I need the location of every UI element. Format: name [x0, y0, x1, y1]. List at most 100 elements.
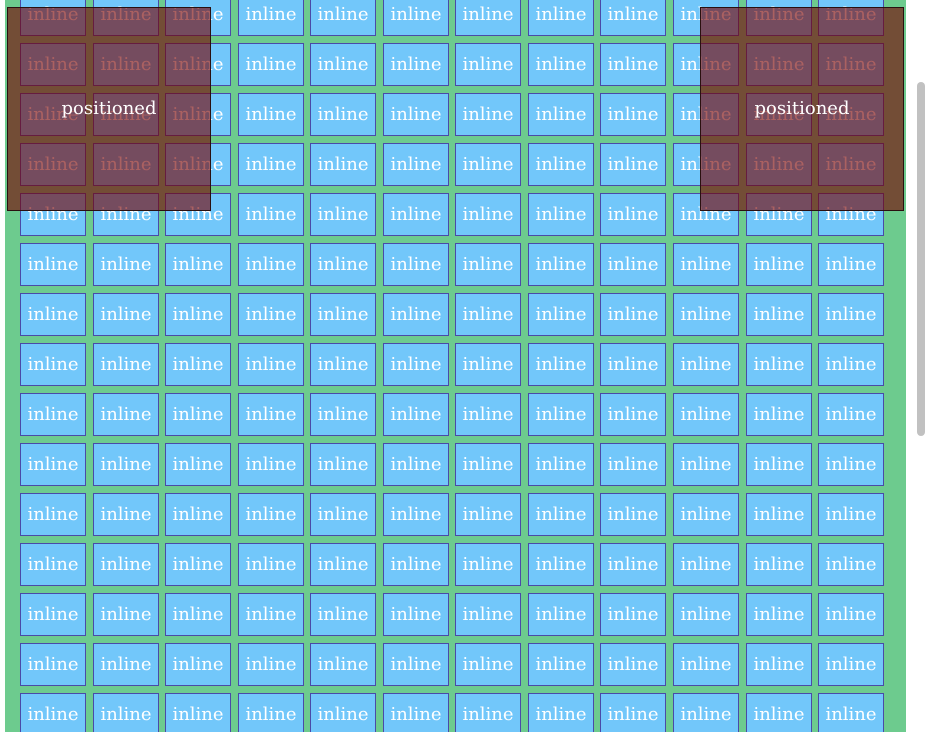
inline-box: inline — [383, 93, 449, 136]
inline-box: inline — [818, 593, 884, 636]
inline-box: inline — [165, 243, 231, 286]
inline-box: inline — [600, 143, 666, 186]
inline-box: inline — [238, 243, 304, 286]
inline-box: inline — [746, 343, 812, 386]
inline-box: inline — [600, 393, 666, 436]
inline-box: inline — [746, 693, 812, 732]
inline-box: inline — [20, 593, 86, 636]
inline-box: inline — [383, 293, 449, 336]
inline-box: inline — [455, 143, 521, 186]
inline-box: inline — [238, 643, 304, 686]
inline-box: inline — [673, 493, 739, 536]
inline-box: inline — [238, 193, 304, 236]
inline-box: inline — [20, 343, 86, 386]
inline-box: inline — [600, 693, 666, 732]
inline-box: inline — [600, 43, 666, 86]
inline-box: inline — [746, 493, 812, 536]
inline-box: inline — [383, 643, 449, 686]
inline-box: inline — [455, 293, 521, 336]
inline-box: inline — [818, 643, 884, 686]
inline-box: inline — [746, 393, 812, 436]
inline-box: inline — [673, 293, 739, 336]
positioned-label: positioned — [754, 98, 850, 119]
inline-box: inline — [165, 493, 231, 536]
inline-box: inline — [746, 293, 812, 336]
positioned-box-right: positioned — [700, 7, 904, 211]
inline-box: inline — [310, 93, 376, 136]
inline-box: inline — [528, 43, 594, 86]
inline-box: inline — [455, 343, 521, 386]
inline-box: inline — [165, 693, 231, 732]
inline-box: inline — [165, 293, 231, 336]
inline-box: inline — [600, 243, 666, 286]
inline-box: inline — [93, 593, 159, 636]
inline-box: inline — [528, 343, 594, 386]
inline-box: inline — [310, 0, 376, 36]
inline-box: inline — [238, 93, 304, 136]
inline-box: inline — [93, 443, 159, 486]
inline-box: inline — [383, 593, 449, 636]
inline-box: inline — [238, 293, 304, 336]
inline-box: inline — [746, 443, 812, 486]
inline-box: inline — [238, 43, 304, 86]
inline-box: inline — [600, 443, 666, 486]
inline-box: inline — [310, 393, 376, 436]
inline-box: inline — [455, 493, 521, 536]
inline-box: inline — [746, 593, 812, 636]
inline-box: inline — [673, 243, 739, 286]
inline-box: inline — [673, 543, 739, 586]
inline-box: inline — [818, 693, 884, 732]
inline-box: inline — [818, 393, 884, 436]
inline-box: inline — [383, 493, 449, 536]
inline-box: inline — [818, 343, 884, 386]
inline-box: inline — [383, 243, 449, 286]
inline-box: inline — [528, 443, 594, 486]
inline-box: inline — [20, 293, 86, 336]
inline-box: inline — [383, 393, 449, 436]
inline-box: inline — [528, 693, 594, 732]
inline-box: inline — [818, 493, 884, 536]
inline-box: inline — [165, 393, 231, 436]
inline-box: inline — [600, 0, 666, 36]
inline-box: inline — [746, 543, 812, 586]
inline-box: inline — [310, 443, 376, 486]
inline-box: inline — [673, 343, 739, 386]
inline-box: inline — [455, 193, 521, 236]
inline-box: inline — [93, 393, 159, 436]
inline-box: inline — [238, 143, 304, 186]
inline-box: inline — [746, 243, 812, 286]
inline-box: inline — [600, 93, 666, 136]
inline-box: inline — [238, 693, 304, 732]
inline-box: inline — [818, 543, 884, 586]
inline-box: inline — [673, 693, 739, 732]
inline-box: inline — [310, 43, 376, 86]
inline-box: inline — [165, 593, 231, 636]
inline-box: inline — [600, 543, 666, 586]
scrollbar-thumb[interactable] — [917, 82, 925, 436]
inline-box: inline — [455, 43, 521, 86]
inline-box: inline — [528, 393, 594, 436]
inline-box: inline — [383, 543, 449, 586]
inline-box: inline — [455, 693, 521, 732]
inline-box: inline — [818, 293, 884, 336]
inline-box: inline — [528, 293, 594, 336]
inline-box: inline — [93, 543, 159, 586]
inline-box: inline — [600, 193, 666, 236]
inline-box: inline — [528, 493, 594, 536]
vertical-scrollbar[interactable] — [906, 0, 929, 732]
inline-box: inline — [600, 593, 666, 636]
inline-box: inline — [455, 93, 521, 136]
positioned-box-left: positioned — [7, 7, 211, 211]
inline-box: inline — [528, 643, 594, 686]
inline-box: inline — [20, 543, 86, 586]
inline-box: inline — [310, 243, 376, 286]
inline-box: inline — [93, 243, 159, 286]
inline-box: inline — [673, 393, 739, 436]
inline-box: inline — [600, 493, 666, 536]
inline-box: inline — [238, 543, 304, 586]
inline-box: inline — [310, 643, 376, 686]
inline-box: inline — [165, 443, 231, 486]
inline-box: inline — [238, 393, 304, 436]
inline-box: inline — [310, 493, 376, 536]
inline-box: inline — [165, 543, 231, 586]
